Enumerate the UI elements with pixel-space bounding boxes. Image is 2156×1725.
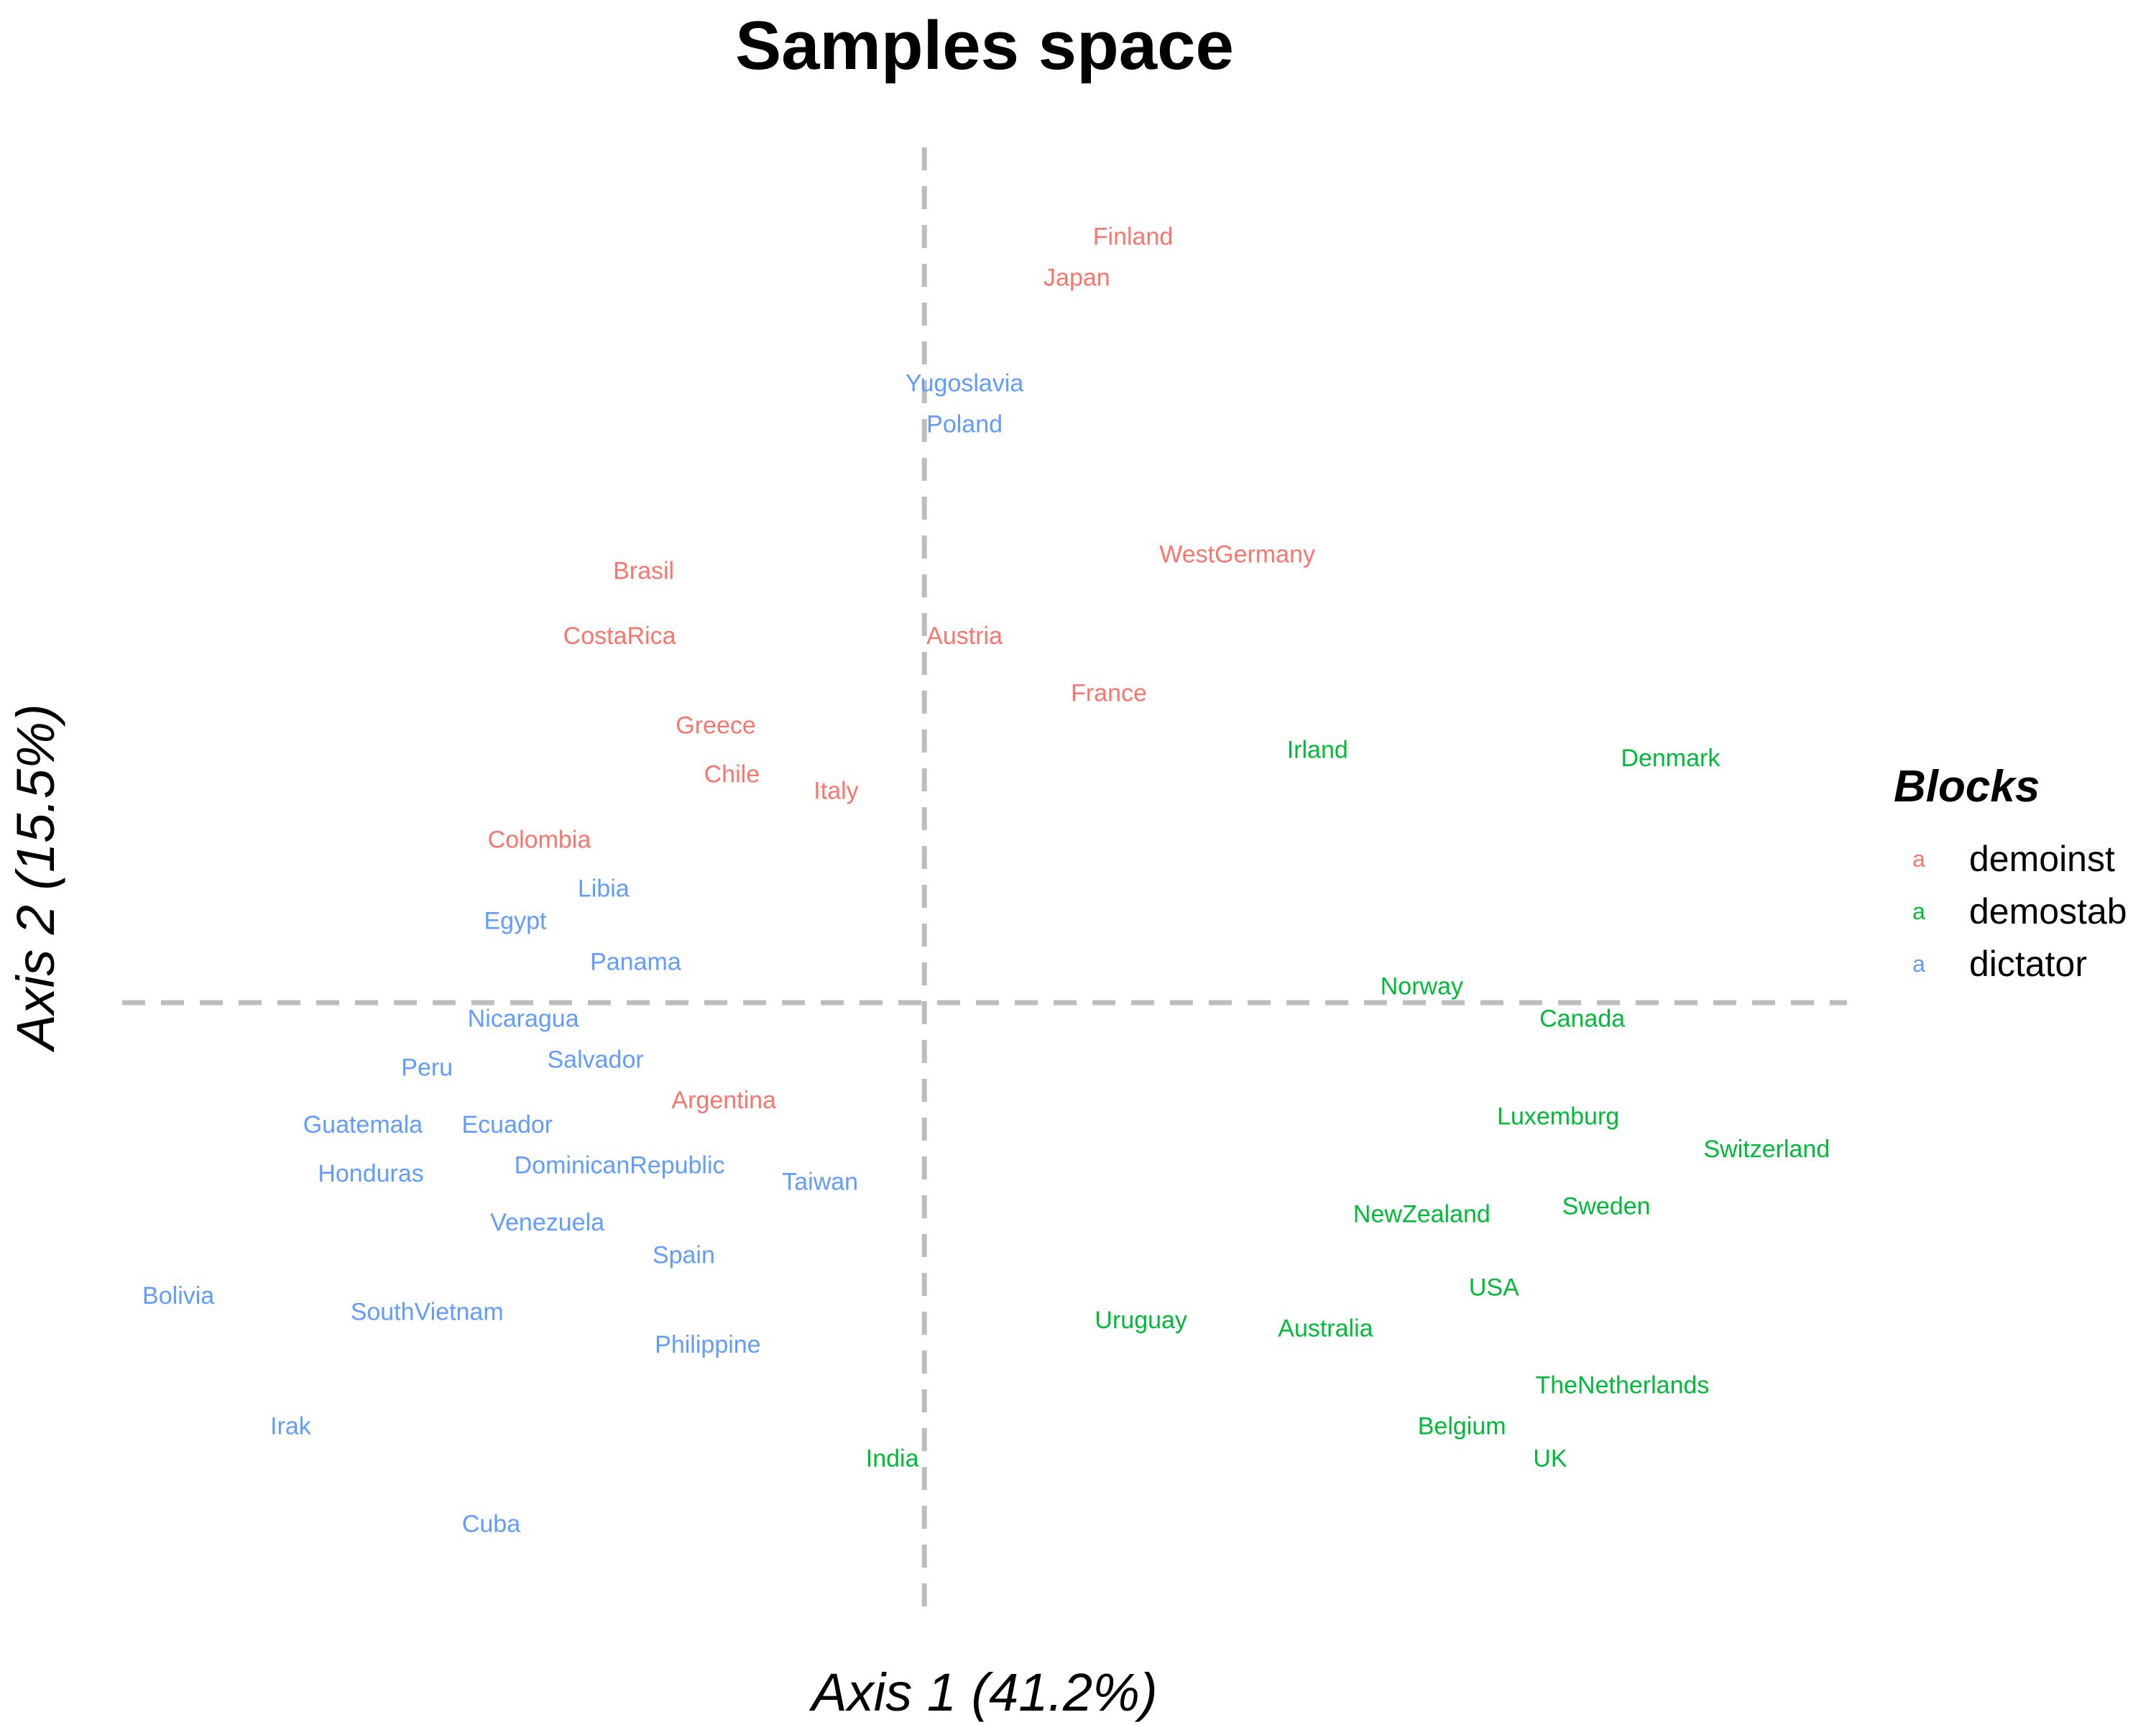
point-label-australia: Australia — [1278, 1315, 1373, 1342]
point-label-italy: Italy — [814, 777, 858, 804]
legend-title: Blocks — [1894, 762, 2040, 811]
point-label-switzerland: Switzerland — [1703, 1136, 1830, 1163]
y-axis-title: Axis 2 (15.5%) — [6, 704, 65, 1052]
point-label-libia: Libia — [578, 875, 630, 902]
point-label-colombia: Colombia — [488, 826, 591, 853]
point-label-salvador: Salvador — [548, 1046, 644, 1073]
point-label-spain: Spain — [653, 1241, 715, 1269]
point-label-japan: Japan — [1044, 264, 1110, 291]
point-label-denmark: Denmark — [1621, 745, 1720, 772]
point-label-panama: Panama — [590, 948, 681, 975]
point-label-usa: USA — [1469, 1274, 1519, 1302]
point-label-canada: Canada — [1539, 1006, 1625, 1033]
sample-labels: Finland Japan WestGermany Brasil CostaRica Au… — [142, 224, 1830, 1538]
point-label-thenetherlands: TheNetherlands — [1535, 1372, 1709, 1399]
point-label-yugoslavia: Yugoslavia — [906, 370, 1024, 397]
point-label-bolivia: Bolivia — [142, 1282, 214, 1310]
point-label-chile: Chile — [704, 761, 760, 788]
legend-label-demoinst: demoinst — [1969, 839, 2115, 879]
point-label-austria: Austria — [926, 622, 1003, 650]
legend-label-demostab: demostab — [1969, 891, 2127, 932]
legend-label-dictator: dictator — [1969, 944, 2087, 984]
x-axis-title: Axis 1 (41.2%) — [808, 1662, 1157, 1722]
point-label-guatemala: Guatemala — [303, 1111, 423, 1138]
legend-key-demoinst: a — [1912, 846, 1925, 872]
point-label-venezuela: Venezuela — [490, 1209, 604, 1236]
point-label-irland: Irland — [1287, 737, 1348, 764]
point-label-uruguay: Uruguay — [1095, 1307, 1187, 1334]
point-label-greece: Greece — [676, 712, 756, 740]
point-label-honduras: Honduras — [318, 1160, 423, 1187]
legend-entries: a demoinst a demostab a dictator — [1912, 839, 2127, 984]
point-label-uk: UK — [1533, 1445, 1567, 1473]
legend-key-dictator: a — [1912, 951, 1925, 977]
point-label-france: France — [1071, 679, 1147, 707]
point-label-ecuador: Ecuador — [461, 1111, 553, 1138]
point-label-southvietnam: SouthVietnam — [351, 1299, 504, 1326]
point-label-philippine: Philippine — [655, 1331, 760, 1358]
point-label-taiwan: Taiwan — [782, 1168, 858, 1195]
point-label-egypt: Egypt — [484, 908, 547, 935]
point-label-newzealand: NewZealand — [1353, 1201, 1491, 1228]
point-label-peru: Peru — [401, 1054, 453, 1082]
point-label-nicaragua: Nicaragua — [468, 1006, 579, 1033]
point-label-argentina: Argentina — [671, 1087, 776, 1114]
point-label-brasil: Brasil — [613, 557, 674, 584]
point-label-belgium: Belgium — [1418, 1412, 1506, 1440]
plot-area: Finland Japan WestGermany Brasil CostaRica Au… — [122, 147, 1847, 1614]
point-label-india: India — [866, 1445, 919, 1473]
point-label-norway: Norway — [1381, 972, 1463, 1000]
point-label-cuba: Cuba — [462, 1510, 520, 1537]
point-label-sweden: Sweden — [1562, 1192, 1651, 1220]
legend: Blocks a demoinst a demostab a dictator — [1894, 762, 2127, 984]
point-label-poland: Poland — [926, 410, 1003, 438]
chart-title: Samples space — [735, 7, 1234, 84]
point-label-costarica: CostaRica — [563, 622, 676, 650]
point-label-luxemburg: Luxemburg — [1497, 1103, 1619, 1131]
legend-key-demostab: a — [1912, 898, 1925, 924]
point-label-finland: Finland — [1093, 224, 1174, 251]
point-label-irak: Irak — [270, 1412, 312, 1440]
point-label-westgermany: WestGermany — [1159, 541, 1315, 569]
point-label-dominicanrepublic: DominicanRepublic — [515, 1152, 725, 1179]
